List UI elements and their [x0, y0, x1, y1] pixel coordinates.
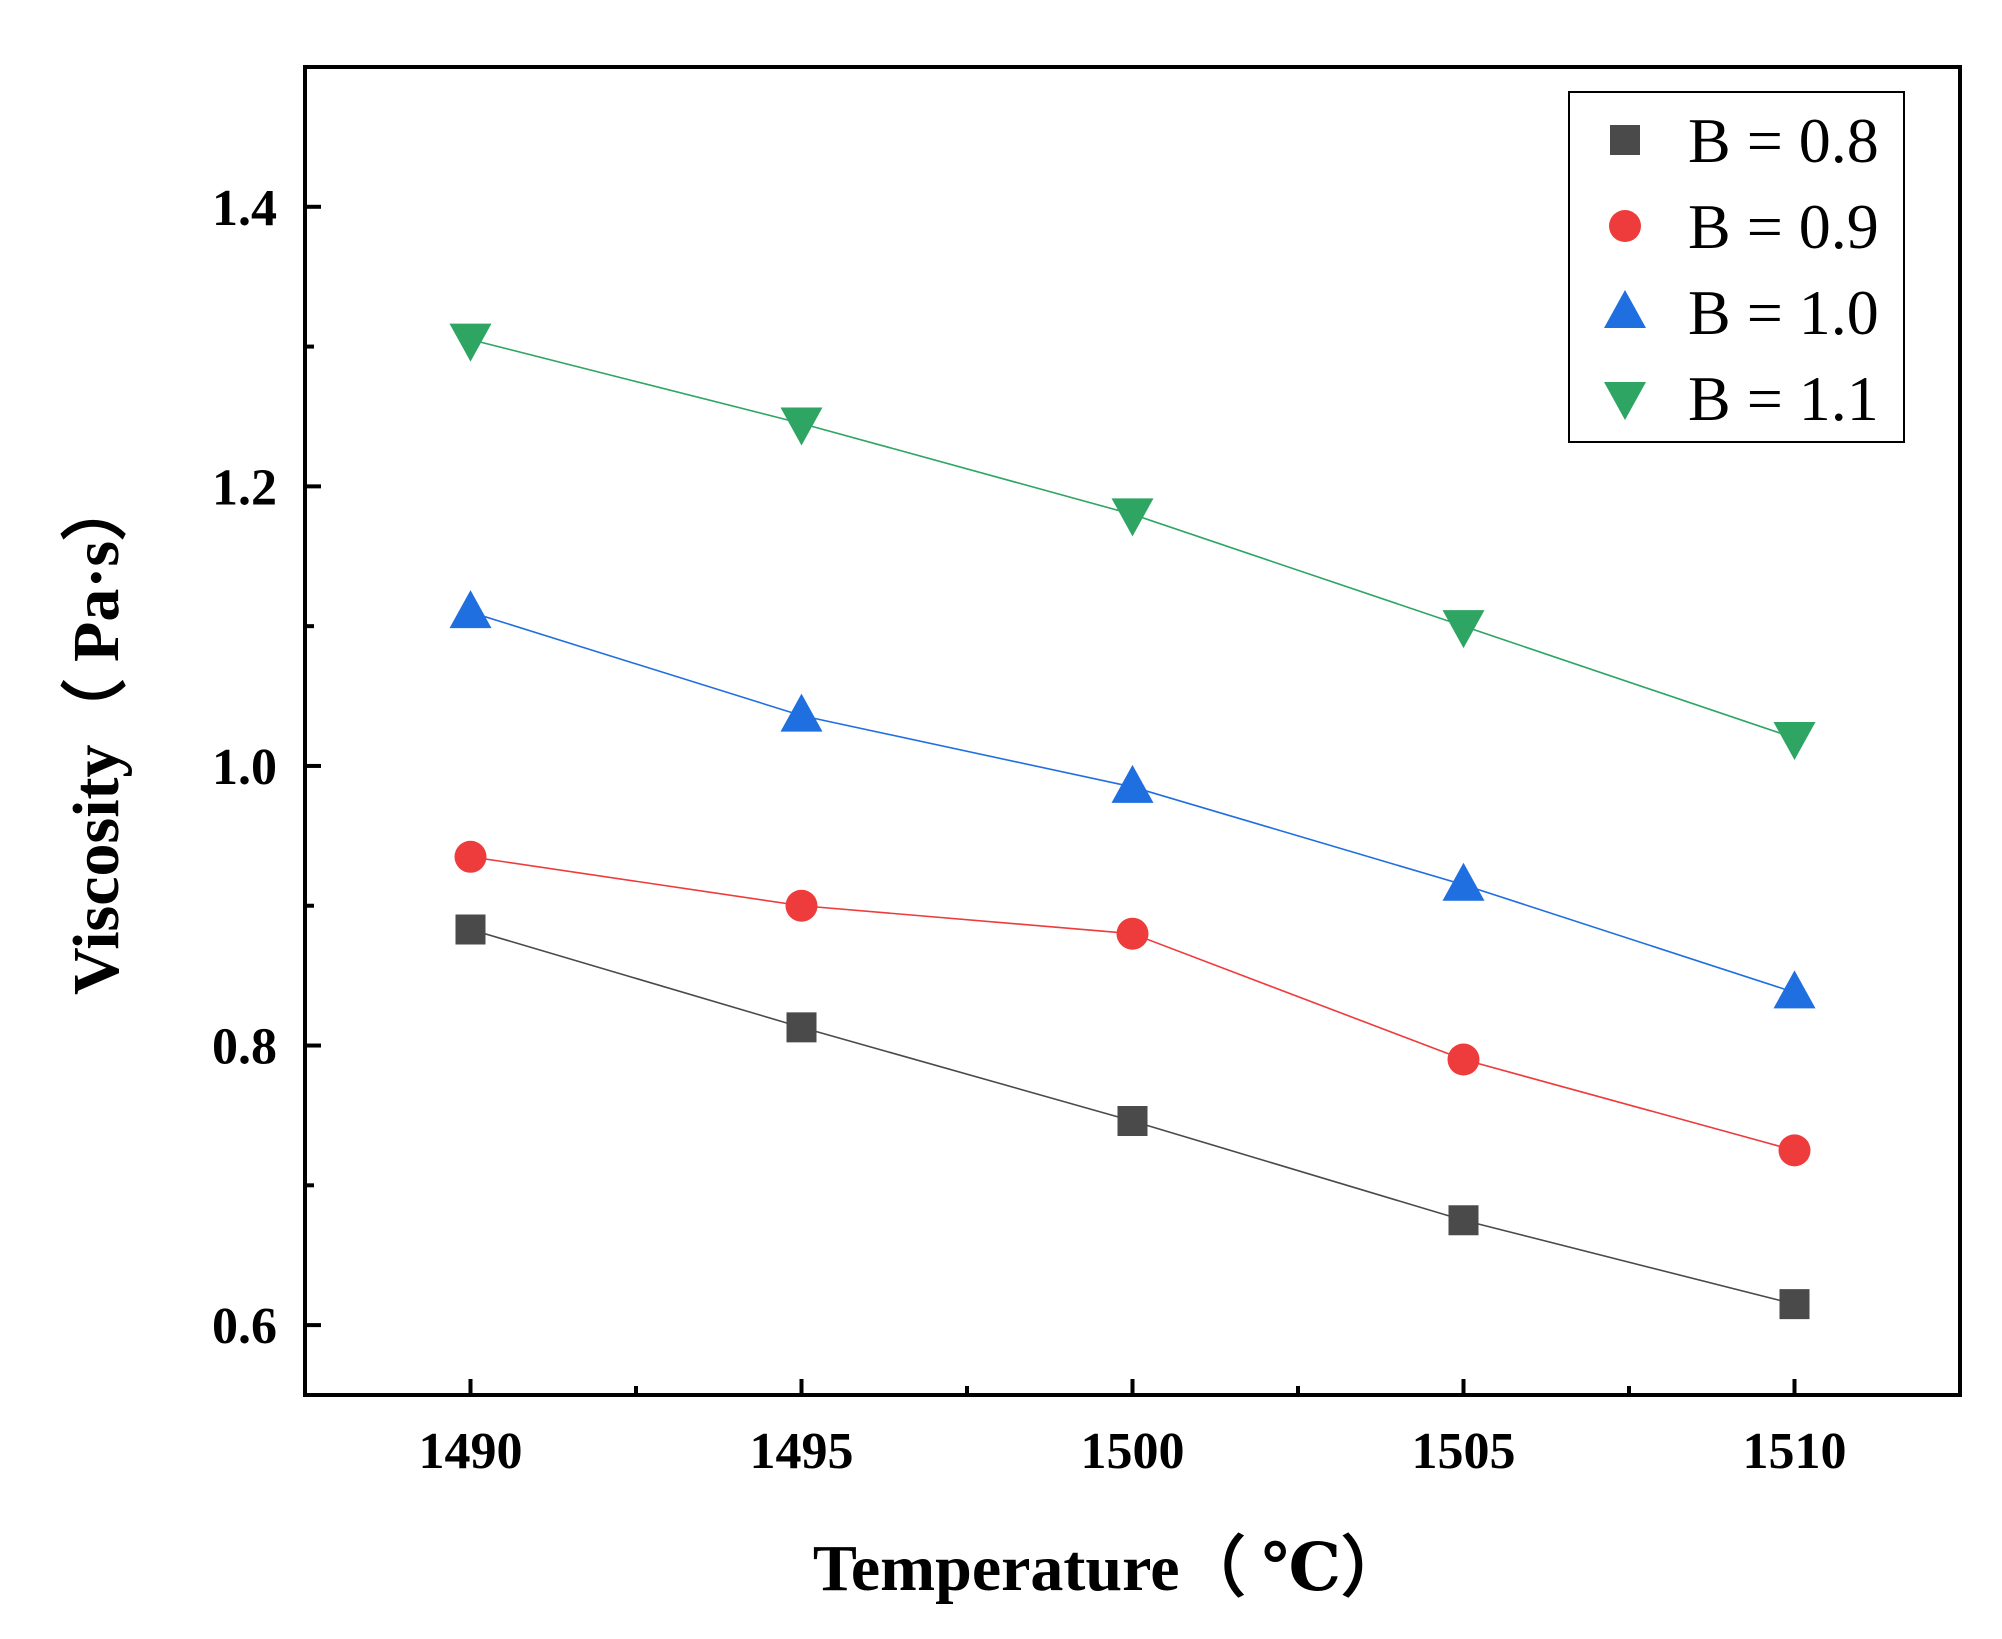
data-point: [785, 889, 818, 922]
data-point: [786, 1012, 817, 1043]
data-point: [1779, 1289, 1810, 1320]
legend-marker: [1609, 210, 1641, 242]
y-tick-label: 0.6: [212, 1298, 277, 1355]
series-layer: [449, 323, 1816, 1320]
x-tick-label: 1505: [1412, 1423, 1516, 1480]
data-point: [1773, 970, 1816, 1009]
legend: B = 0.8 B = 0.9 B = 1.0 B = 1.1: [1568, 91, 1905, 443]
data-point: [449, 590, 492, 629]
data-point: [449, 323, 492, 362]
data-point: [1442, 610, 1485, 649]
data-point: [1773, 721, 1816, 760]
x-axis-title: Temperature（ ℃）: [813, 1531, 1407, 1605]
legend-label: B = 0.9: [1688, 191, 1879, 262]
data-point: [780, 693, 823, 732]
y-tick-label: 1.0: [212, 739, 277, 796]
y-tick-label: 1.2: [212, 459, 277, 516]
x-tick-label: 1510: [1743, 1423, 1847, 1480]
legend-items: B = 0.8 B = 0.9 B = 1.0 B = 1.1: [1604, 105, 1879, 434]
x-tick-label: 1500: [1081, 1423, 1185, 1480]
data-point: [780, 407, 823, 446]
data-point: [1111, 498, 1154, 537]
data-point: [1117, 1106, 1148, 1137]
data-point: [455, 914, 486, 945]
data-point: [454, 840, 487, 873]
data-point: [1116, 917, 1149, 950]
legend-marker: [1610, 125, 1640, 155]
x-axis-ticks: 1490 1495 1500 1505 1510: [419, 1379, 1847, 1480]
x-tick-label: 1495: [750, 1423, 854, 1480]
legend-label: B = 1.1: [1688, 363, 1879, 434]
data-point: [1111, 764, 1154, 803]
data-point: [1448, 1205, 1479, 1236]
y-tick-label: 1.4: [212, 180, 277, 237]
legend-marker: [1604, 290, 1646, 328]
y-axis-title: Viscosity（ Pa·s）: [59, 475, 133, 995]
data-point: [1447, 1043, 1480, 1076]
legend-label: B = 0.8: [1688, 105, 1879, 176]
y-tick-label: 0.8: [212, 1019, 277, 1076]
data-point: [1778, 1134, 1811, 1167]
data-point: [1442, 862, 1485, 901]
y-axis-ticks: 0.6 0.8 1.0 1.2 1.4: [212, 180, 321, 1355]
legend-label: B = 1.0: [1688, 277, 1879, 348]
legend-marker: [1604, 382, 1646, 420]
x-tick-label: 1490: [419, 1423, 523, 1480]
